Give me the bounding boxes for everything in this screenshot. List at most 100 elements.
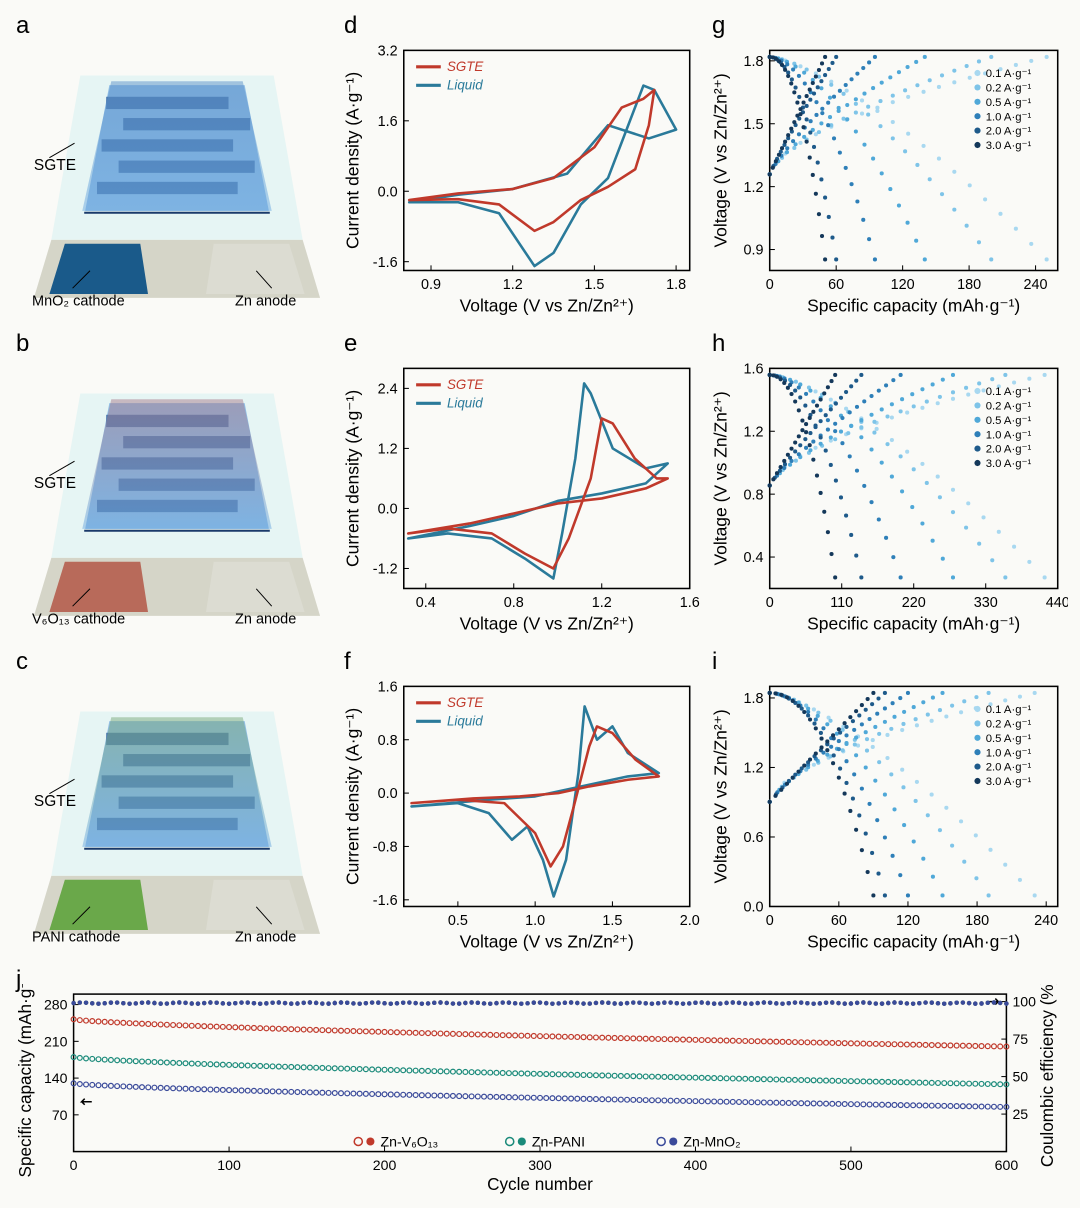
cycling-legend-item: Zn-PANI (532, 1134, 585, 1150)
cycling-panel-j: j010020030040050060070140210280255075100… (12, 966, 1068, 1196)
svg-text:3.2: 3.2 (378, 44, 398, 60)
x-axis-label: Specific capacity (mAh·g⁻¹) (807, 932, 1020, 952)
svg-text:440: 440 (1046, 595, 1068, 611)
panel-label: b (16, 330, 29, 358)
svg-text:1.5: 1.5 (744, 117, 764, 133)
svg-text:1.2: 1.2 (503, 277, 523, 293)
svg-text:2.0: 2.0 (680, 913, 700, 929)
svg-text:500: 500 (839, 1157, 863, 1173)
svg-text:60: 60 (828, 277, 844, 293)
svg-text:1.2: 1.2 (378, 442, 398, 458)
x-axis-label: Specific capacity (mAh·g⁻¹) (807, 614, 1020, 634)
svg-text:0.5: 0.5 (448, 913, 468, 929)
rate-legend-item: 1.0 A·g⁻¹ (986, 747, 1032, 759)
panel-label: i (712, 648, 717, 676)
y-axis-label: Voltage (V vs Zn/Zn²⁺) (711, 73, 731, 247)
svg-text:1.0: 1.0 (525, 913, 545, 929)
rate-panel-h: h01102203304400.40.81.21.6Specific capac… (708, 330, 1068, 640)
x-axis-label: Voltage (V vs Zn/Zn²⁺) (460, 296, 634, 316)
svg-text:330: 330 (974, 595, 998, 611)
svg-text:60: 60 (831, 913, 847, 929)
svg-text:25: 25 (1012, 1106, 1028, 1122)
cv-panel-f: f0.51.01.52.0-1.6-0.80.00.81.6Voltage (V… (340, 648, 700, 958)
rate-panel-i: i0601201802400.00.61.21.8Specific capaci… (708, 648, 1068, 958)
rate-legend-item: 2.0 A·g⁻¹ (986, 444, 1032, 456)
svg-text:280: 280 (44, 997, 68, 1013)
svg-text:2.4: 2.4 (378, 382, 398, 398)
cathode-label: PANI cathode (32, 930, 120, 946)
panel-label: a (16, 12, 29, 40)
svg-text:100: 100 (217, 1157, 241, 1173)
svg-text:1.6: 1.6 (378, 114, 398, 130)
svg-text:300: 300 (528, 1157, 552, 1173)
rate-legend-item: 3.0 A·g⁻¹ (986, 458, 1032, 470)
svg-text:220: 220 (902, 595, 926, 611)
svg-text:0.9: 0.9 (421, 277, 441, 293)
svg-text:1.8: 1.8 (744, 691, 764, 707)
svg-text:0.0: 0.0 (744, 900, 764, 916)
svg-text:0.4: 0.4 (744, 550, 764, 566)
cycling-legend-item: Zn-MnO₂ (683, 1134, 740, 1150)
cv-panel-e: e0.40.81.21.6-1.20.01.22.4Voltage (V vs … (340, 330, 700, 640)
rate-legend-item: 0.1 A·g⁻¹ (986, 386, 1032, 398)
panel-label: e (344, 330, 357, 358)
y-axis-label: Voltage (V vs Zn/Zn²⁺) (711, 709, 731, 883)
rate-legend-item: 0.1 A·g⁻¹ (986, 68, 1032, 80)
svg-text:1.2: 1.2 (744, 424, 764, 440)
rate-legend-item: 1.0 A·g⁻¹ (986, 111, 1032, 123)
rate-legend-item: 2.0 A·g⁻¹ (986, 126, 1032, 138)
rate-legend-item: 3.0 A·g⁻¹ (986, 140, 1032, 152)
svg-text:180: 180 (957, 277, 981, 293)
svg-text:1.8: 1.8 (666, 277, 686, 293)
svg-text:0.6: 0.6 (744, 830, 764, 846)
legend-liquid: Liquid (447, 395, 483, 410)
panel-label: d (344, 12, 357, 40)
cathode-label: MnO₂ cathode (32, 294, 125, 310)
svg-text:-1.6: -1.6 (373, 255, 398, 271)
svg-text:100: 100 (1012, 994, 1036, 1010)
svg-text:75: 75 (1012, 1031, 1028, 1047)
svg-text:0: 0 (766, 913, 774, 929)
sgte-label: SGTE (34, 793, 76, 810)
svg-text:0: 0 (766, 595, 774, 611)
rate-legend-item: 1.0 A·g⁻¹ (986, 429, 1032, 441)
svg-text:1.2: 1.2 (592, 595, 612, 611)
svg-text:240: 240 (1034, 913, 1058, 929)
svg-text:0.8: 0.8 (504, 595, 524, 611)
rate-panel-g: g0601201802400.91.21.51.8Specific capaci… (708, 12, 1068, 322)
svg-text:0.8: 0.8 (744, 487, 764, 503)
anode-label: Zn anode (235, 294, 296, 310)
svg-text:240: 240 (1024, 277, 1048, 293)
sgte-label: SGTE (34, 157, 76, 174)
schematic-panel-a: a SGTE MnO₂ cathode Zn anode (12, 12, 332, 322)
legend-sgte: SGTE (447, 695, 484, 710)
svg-text:0.0: 0.0 (378, 786, 398, 802)
rate-legend-item: 0.1 A·g⁻¹ (986, 704, 1032, 716)
svg-text:-0.8: -0.8 (373, 840, 398, 856)
rate-legend-item: 2.0 A·g⁻¹ (986, 762, 1032, 774)
svg-text:1.8: 1.8 (744, 54, 764, 70)
svg-text:180: 180 (965, 913, 989, 929)
svg-text:0.4: 0.4 (416, 595, 436, 611)
rate-legend-item: 0.2 A·g⁻¹ (986, 83, 1032, 95)
svg-text:50: 50 (1012, 1069, 1028, 1085)
anode-label: Zn anode (235, 930, 296, 946)
svg-text:210: 210 (44, 1033, 68, 1049)
cycling-legend-item: Zn-V₆O₁₃ (380, 1134, 438, 1150)
svg-text:200: 200 (373, 1157, 397, 1173)
y-axis-label: Current density (A·g⁻¹) (343, 390, 363, 567)
svg-text:1.2: 1.2 (744, 180, 764, 196)
svg-text:400: 400 (684, 1157, 708, 1173)
svg-text:1.2: 1.2 (744, 761, 764, 777)
svg-text:1.6: 1.6 (680, 595, 700, 611)
rate-legend-item: 0.2 A·g⁻¹ (986, 719, 1032, 731)
svg-text:0: 0 (70, 1157, 78, 1173)
svg-text:1.5: 1.5 (584, 277, 604, 293)
y-axis-label: Voltage (V vs Zn/Zn²⁺) (711, 391, 731, 565)
rate-legend-item: 0.2 A·g⁻¹ (986, 401, 1032, 413)
svg-text:600: 600 (995, 1157, 1019, 1173)
rate-legend-item: 0.5 A·g⁻¹ (986, 415, 1032, 427)
y-axis-label: Current density (A·g⁻¹) (343, 708, 363, 885)
svg-text:110: 110 (830, 595, 853, 611)
svg-text:120: 120 (891, 277, 915, 293)
